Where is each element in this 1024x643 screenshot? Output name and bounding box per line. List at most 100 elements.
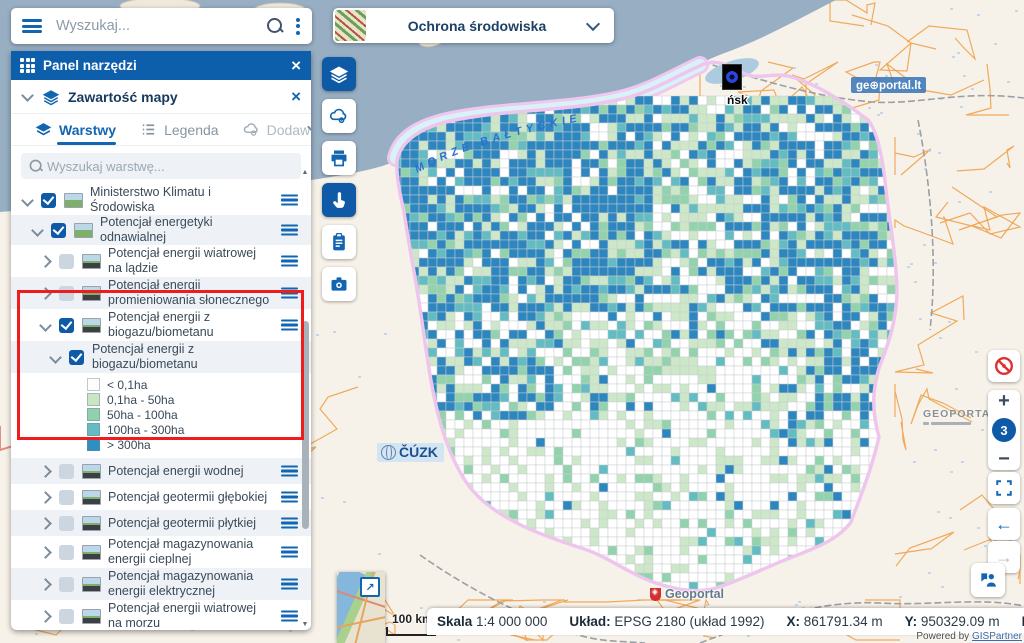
chevron-down-icon[interactable]: [49, 351, 62, 364]
chevron-right-icon[interactable]: [39, 287, 52, 300]
fullscreen-icon: [995, 479, 1013, 497]
layer-row: Potencjał geotermii głębokiej: [11, 484, 311, 510]
scroll-up-icon[interactable]: ▲: [300, 169, 310, 176]
fullscreen-button[interactable]: [988, 472, 1020, 504]
screenshot-button[interactable]: [322, 267, 356, 301]
ua-logo-icon: [923, 422, 929, 425]
crs-value: EPSG 2180 (układ 1992): [614, 614, 764, 629]
theme-selected-label: Ochrona środowiska: [366, 18, 588, 34]
chevron-right-icon[interactable]: [39, 517, 52, 530]
collapse-icon[interactable]: [21, 89, 34, 102]
gispartner-link[interactable]: GISPartner: [972, 631, 1022, 642]
layer-checkbox[interactable]: [69, 350, 84, 365]
chevron-right-icon[interactable]: [39, 610, 52, 623]
layer-label[interactable]: Ministerstwo Klimatu i Środowiska: [90, 185, 271, 215]
layer-checkbox[interactable]: [59, 545, 74, 560]
layer-menu-icon[interactable]: [281, 288, 298, 299]
cloud-services-button[interactable]: [322, 99, 356, 133]
legend-swatch: [87, 393, 100, 406]
zoom-in-button[interactable]: +: [998, 392, 1010, 410]
layer-checkbox[interactable]: [59, 490, 74, 505]
layer-checkbox[interactable]: [59, 609, 74, 624]
overview-map[interactable]: ↗: [337, 572, 385, 643]
layer-menu-icon[interactable]: [281, 195, 298, 206]
layer-checkbox[interactable]: [59, 318, 74, 333]
scroll-down-icon[interactable]: ▼: [300, 621, 310, 628]
layer-label[interactable]: Potencjał energii wodnej: [108, 464, 244, 479]
geoportal-app: MORZE BAŁTYCKIE ńsk ge⊕portal.lt ČÚZK GE…: [0, 0, 1024, 643]
previous-view-button[interactable]: ←: [988, 508, 1020, 540]
scrollbar-thumb[interactable]: [302, 321, 309, 529]
layer-label[interactable]: Potencjał magazynowania energii elektryc…: [108, 569, 271, 599]
no-fly-zone-icon: [993, 355, 1015, 377]
kaliningrad-portal-logo: [722, 64, 742, 90]
close-section-icon[interactable]: ×: [281, 88, 311, 105]
layer-row: Potencjał magazynowania energii elektryc…: [11, 568, 311, 600]
expand-minimap-button[interactable]: ↗: [360, 577, 380, 597]
chevron-right-icon[interactable]: [39, 465, 52, 478]
layer-checkbox[interactable]: [59, 254, 74, 269]
chevron-down-icon[interactable]: [21, 194, 34, 207]
layer-search-field[interactable]: Wyszukaj warstwę...: [21, 153, 301, 179]
zoom-out-button[interactable]: −: [998, 450, 1010, 468]
tab-warstwy[interactable]: Warstwy: [35, 121, 116, 138]
share-community-button[interactable]: [971, 563, 1005, 597]
legend-swatch: [87, 408, 100, 421]
layer-checkbox[interactable]: [41, 193, 56, 208]
tab-dodawanie[interactable]: Dodaw: [243, 121, 311, 138]
theme-selector[interactable]: Ochrona środowiska: [333, 8, 614, 43]
layer-menu-icon[interactable]: [281, 466, 298, 477]
layer-checkbox[interactable]: [59, 286, 74, 301]
legend-label: < 0,1ha: [107, 378, 147, 392]
layer-label[interactable]: Potencjał energetyki odnawialnej: [100, 215, 271, 245]
layer-menu-icon[interactable]: [281, 547, 298, 558]
layer-menu-icon[interactable]: [281, 256, 298, 267]
layer-checkbox[interactable]: [59, 464, 74, 479]
layer-label[interactable]: Potencjał energii wiatrowej na lądzie: [108, 246, 271, 276]
restriction-zones-button[interactable]: [988, 350, 1020, 382]
layer-checkbox[interactable]: [51, 223, 66, 238]
close-panel-icon[interactable]: ×: [281, 57, 311, 74]
panel-scrollbar[interactable]: ▲ ▼: [300, 169, 310, 628]
wms-layer-icon: [82, 490, 101, 505]
layer-menu-icon[interactable]: [281, 579, 298, 590]
layer-row: Potencjał geotermii płytkiej: [11, 510, 311, 536]
select-touch-button[interactable]: [322, 183, 356, 217]
layer-label[interactable]: Potencjał energii z biogazu/biometanu: [92, 342, 271, 372]
layer-menu-icon[interactable]: [281, 225, 298, 236]
layer-label[interactable]: Potencjał magazynowania energii cieplnej: [108, 537, 271, 567]
layers-tool-button[interactable]: [322, 57, 356, 91]
chevron-down-icon[interactable]: [39, 319, 52, 332]
layer-label[interactable]: Potencjał geotermii płytkiej: [108, 516, 256, 531]
section-title: Zawartość mapy: [68, 89, 281, 105]
chevron-down-icon[interactable]: [31, 224, 44, 237]
layer-label[interactable]: Potencjał energii wiatrowej na morzu: [108, 601, 271, 630]
layer-menu-icon[interactable]: [281, 492, 298, 503]
search-icon[interactable]: [266, 17, 284, 35]
layer-label[interactable]: Potencjał energii z biogazu/biometanu: [108, 310, 271, 340]
apps-grid-icon: [20, 58, 35, 73]
layer-checkbox[interactable]: [59, 516, 74, 531]
printer-icon: [329, 148, 349, 168]
chevron-right-icon[interactable]: [39, 546, 52, 559]
chevron-right-icon[interactable]: [39, 491, 52, 504]
layer-tree: Ministerstwo Klimatu i ŚrodowiskaPotencj…: [11, 185, 311, 630]
layer-checkbox[interactable]: [59, 577, 74, 592]
layer-menu-icon[interactable]: [281, 320, 298, 331]
search-input[interactable]: Wyszukaj...: [56, 18, 266, 34]
layer-label[interactable]: Potencjał energii promieniowania słonecz…: [108, 278, 271, 308]
menu-icon[interactable]: [22, 19, 42, 33]
layer-label[interactable]: Potencjał geotermii głębokiej: [108, 490, 267, 505]
chevron-right-icon[interactable]: [39, 255, 52, 268]
clipboard-button[interactable]: [322, 225, 356, 259]
tools-panel-header[interactable]: Panel narzędzi ×: [11, 51, 311, 80]
chevron-right-icon[interactable]: [39, 578, 52, 591]
layer-menu-icon[interactable]: [281, 518, 298, 529]
layer-search-input[interactable]: Wyszukaj warstwę...: [47, 159, 165, 174]
touch-pointer-icon: [329, 190, 349, 210]
tab-legenda[interactable]: Legenda: [140, 121, 219, 138]
legend-label: > 300ha: [107, 438, 151, 452]
print-button[interactable]: [322, 141, 356, 175]
more-options-icon[interactable]: [296, 18, 300, 35]
layer-menu-icon[interactable]: [281, 611, 298, 622]
